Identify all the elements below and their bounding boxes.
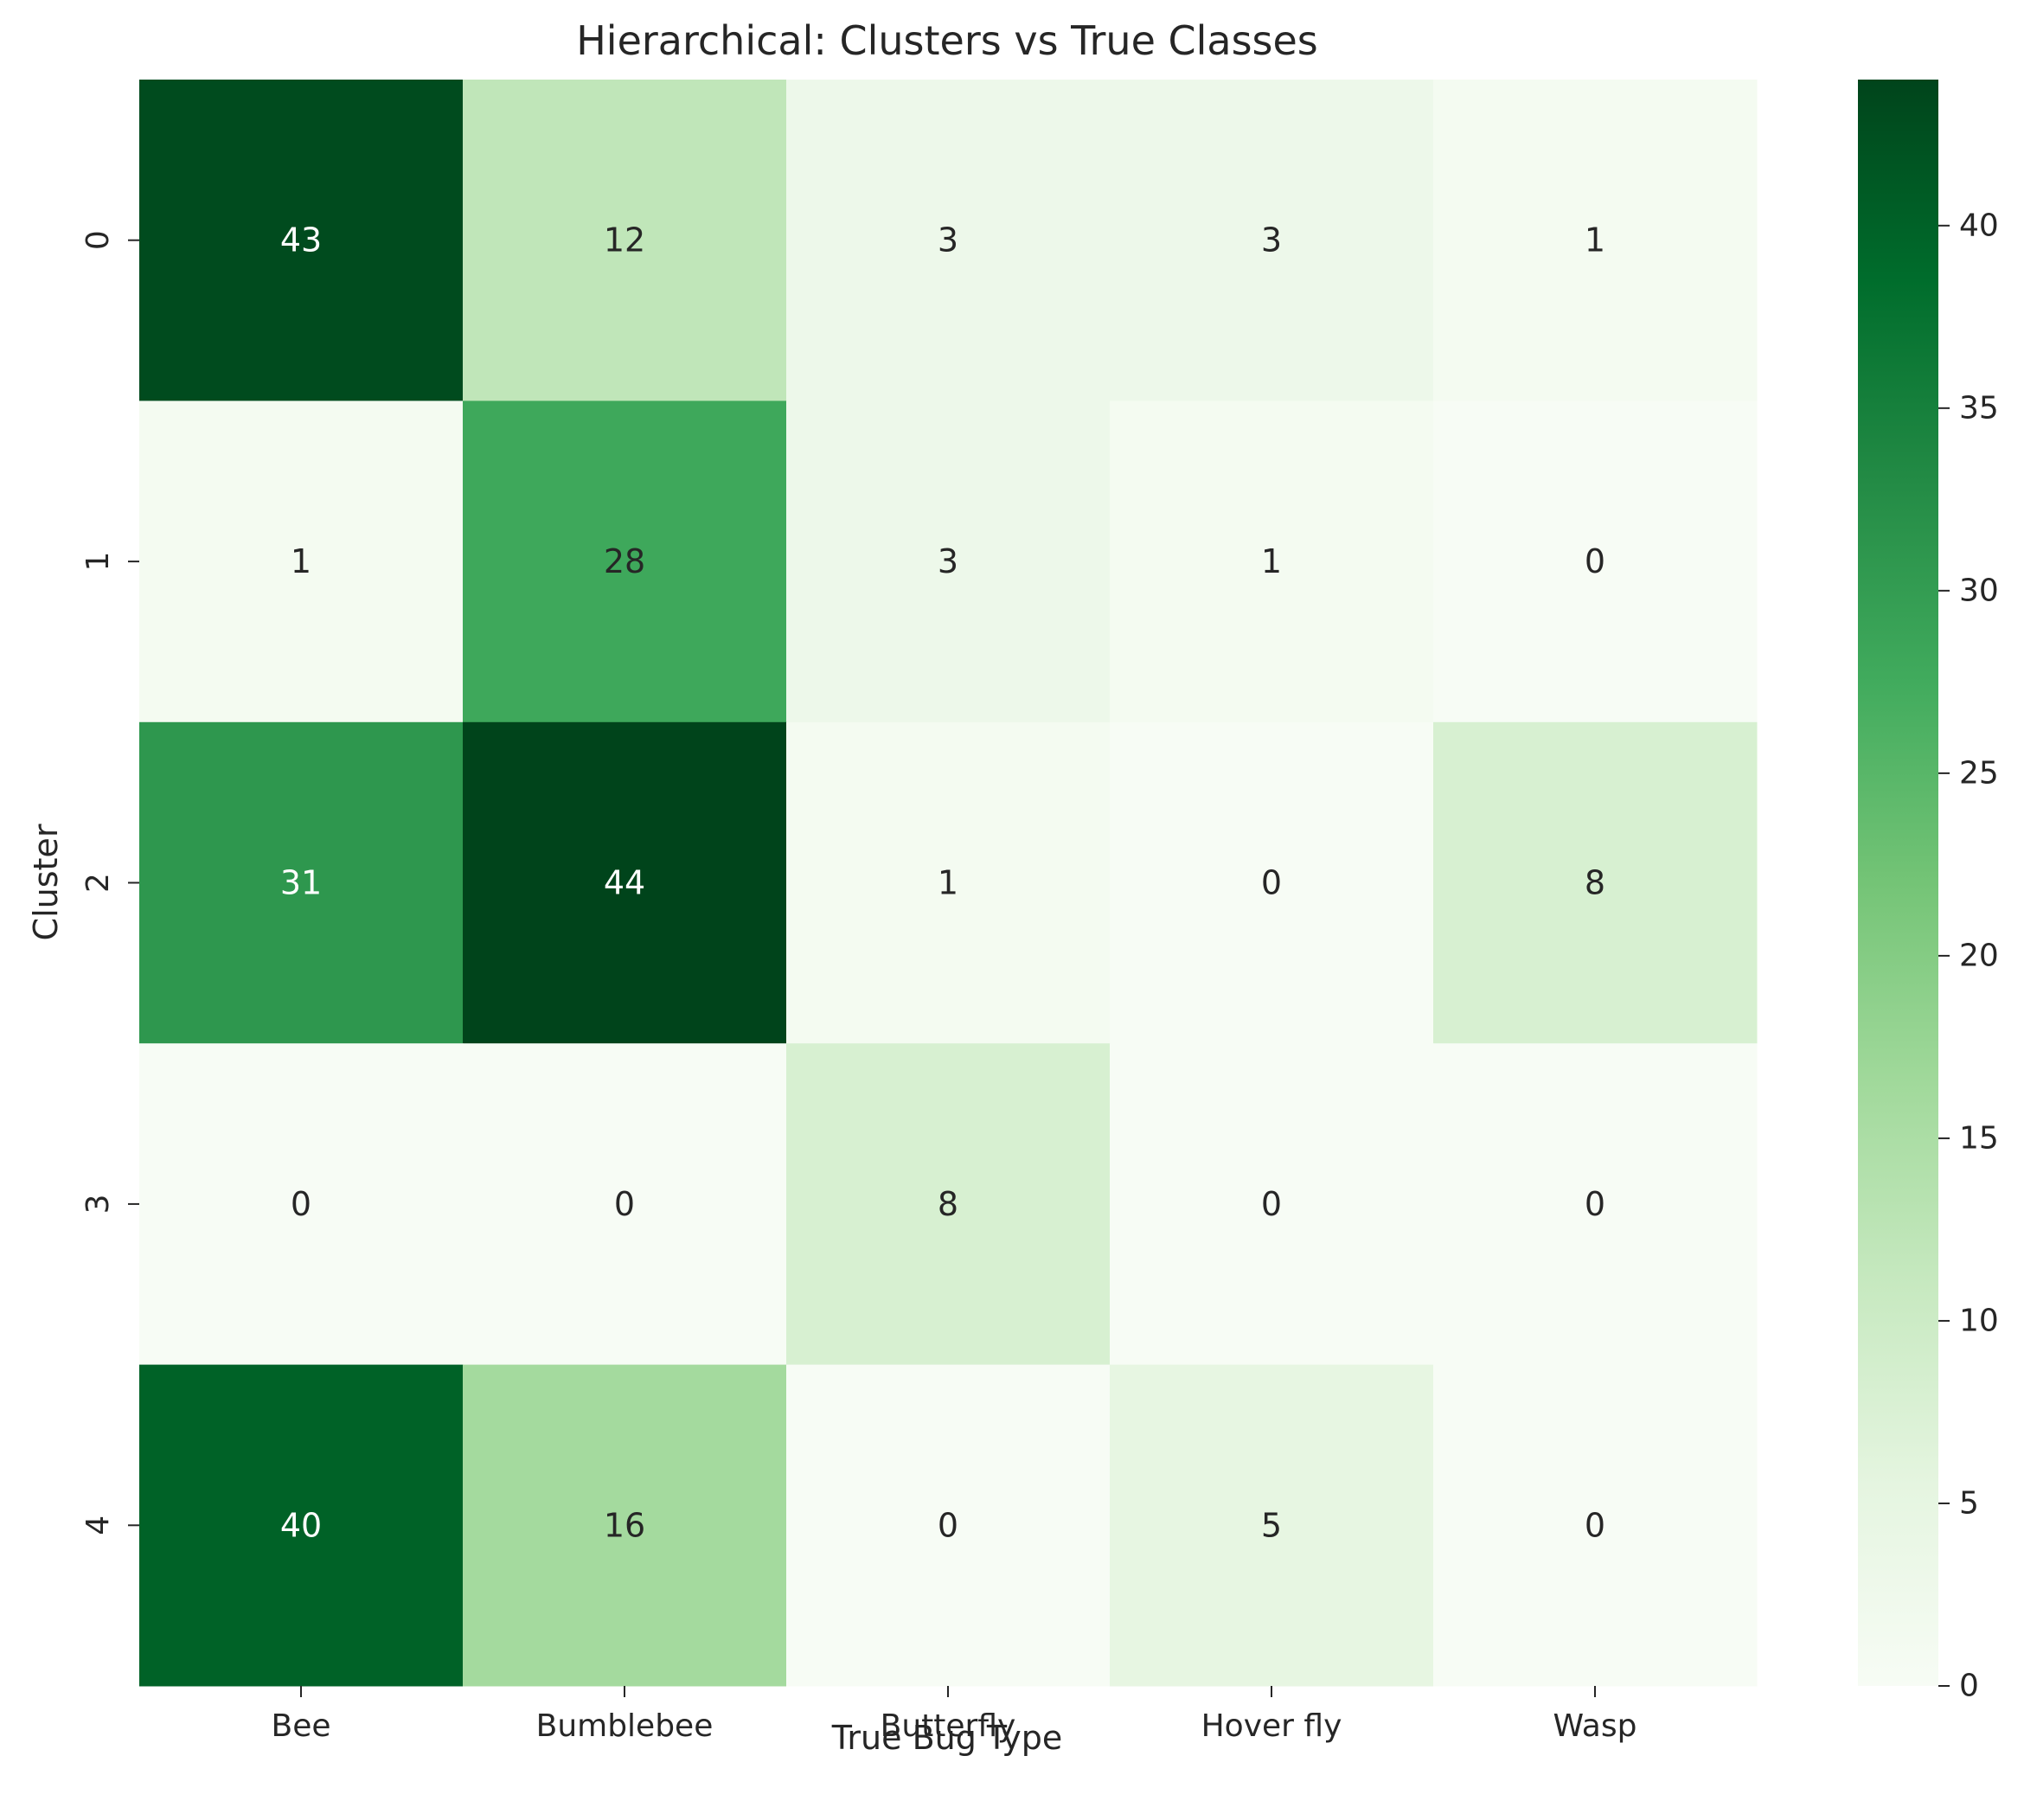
cell-value-label: 3 xyxy=(938,221,958,260)
cell-value-label: 3 xyxy=(1261,221,1282,260)
heatmap-cell xyxy=(463,1364,787,1687)
colorbar-tick-label: 20 xyxy=(1959,938,1999,973)
x-tick-label: Butterfly xyxy=(881,1708,1016,1744)
cell-value-label: 43 xyxy=(280,221,322,260)
cell-value-label: 0 xyxy=(938,1506,958,1544)
heatmap-cell xyxy=(139,401,464,723)
heatmap-cell xyxy=(786,80,1111,401)
heatmap-cell xyxy=(1433,401,1758,723)
colorbar-tick-label: 5 xyxy=(1959,1485,1979,1521)
heatmap-cell xyxy=(463,721,787,1044)
cell-value-label: 44 xyxy=(604,864,645,902)
colorbar-tick-label: 10 xyxy=(1959,1303,1999,1338)
heatmap-cell xyxy=(1110,721,1434,1044)
cell-value-label: 31 xyxy=(280,864,322,902)
y-tick-label: 3 xyxy=(80,1194,116,1214)
heatmap-cell xyxy=(786,1043,1111,1366)
heatmap-cell xyxy=(786,721,1111,1044)
x-tick-label: Wasp xyxy=(1553,1708,1637,1744)
chart-title: Hierarchical: Clusters vs True Classes xyxy=(576,17,1318,64)
heatmap-cell xyxy=(786,401,1111,723)
cell-value-label: 1 xyxy=(1585,221,1605,260)
colorbar-tick-label: 0 xyxy=(1959,1669,1979,1704)
heatmap-cell xyxy=(139,721,464,1044)
y-tick-label: 0 xyxy=(80,230,116,250)
x-tick-label: Hover fly xyxy=(1201,1708,1342,1744)
cell-value-label: 28 xyxy=(604,542,645,580)
colorbar-tick-label: 30 xyxy=(1959,573,1999,608)
heatmap-cell xyxy=(139,1364,464,1687)
heatmap-cell xyxy=(139,1043,464,1366)
heatmap-cell xyxy=(1110,80,1434,401)
heatmap-cell xyxy=(1433,1364,1758,1687)
y-axis-ticks: 0 1 2 3 4 xyxy=(80,230,139,1535)
cell-value-label: 1 xyxy=(938,864,958,902)
x-tick-label: Bumblebee xyxy=(536,1708,714,1744)
y-tick-label: 4 xyxy=(80,1516,116,1535)
heatmap-cell xyxy=(786,1364,1111,1687)
cell-value-label: 16 xyxy=(604,1506,645,1544)
heatmap-cell xyxy=(1110,401,1434,723)
y-axis-label: Cluster xyxy=(27,823,65,940)
cell-value-label: 0 xyxy=(1585,542,1605,580)
heatmap-cell xyxy=(139,80,464,401)
x-tick-label: Bee xyxy=(272,1708,331,1744)
cell-value-label: 0 xyxy=(1585,1185,1605,1223)
cell-value-label: 8 xyxy=(1585,864,1605,902)
cell-value-label: 5 xyxy=(1261,1506,1282,1544)
y-tick-label: 1 xyxy=(80,552,116,572)
x-axis-label: True Bug Type xyxy=(831,1719,1062,1757)
cell-value-label: 0 xyxy=(291,1185,311,1223)
heatmap-cell xyxy=(1110,1043,1434,1366)
colorbar-ticks: 0 5 10 15 20 25 30 35 40 xyxy=(1938,208,1999,1704)
heatmap-cell xyxy=(463,1043,787,1366)
heatmap-cell xyxy=(1433,80,1758,401)
heatmap-cell xyxy=(463,80,787,401)
heatmap-cell-labels: 43 12 3 3 11 28 3 1 031 44 1 0 80 0 8 0 040 16 0 5 0 xyxy=(280,221,1605,1545)
heatmap-cell xyxy=(1433,721,1758,1044)
colorbar xyxy=(1858,80,1938,1686)
x-axis-ticks: Bee Bumblebee Butterfly Hover fly Wasp xyxy=(272,1686,1637,1744)
heatmap-cells xyxy=(139,80,1758,1687)
colorbar-tick-label: 25 xyxy=(1959,755,1999,791)
cell-value-label: 0 xyxy=(1261,864,1282,902)
cell-value-label: 0 xyxy=(614,1185,635,1223)
colorbar-tick-label: 35 xyxy=(1959,390,1999,426)
heatmap-cell xyxy=(463,401,787,723)
cell-value-label: 0 xyxy=(1585,1506,1605,1544)
cell-value-label: 40 xyxy=(280,1506,322,1544)
cell-value-label: 1 xyxy=(1261,542,1282,580)
cell-value-label: 1 xyxy=(291,542,311,580)
cell-value-label: 8 xyxy=(938,1185,958,1223)
colorbar-tick-label: 15 xyxy=(1959,1120,1999,1156)
heatmap-cell xyxy=(1433,1043,1758,1366)
cell-value-label: 3 xyxy=(938,542,958,580)
cell-value-label: 12 xyxy=(604,221,645,260)
cell-value-label: 0 xyxy=(1261,1185,1282,1223)
heatmap-cell xyxy=(1110,1364,1434,1687)
colorbar-tick-label: 40 xyxy=(1959,208,1999,243)
y-tick-label: 2 xyxy=(80,873,116,893)
